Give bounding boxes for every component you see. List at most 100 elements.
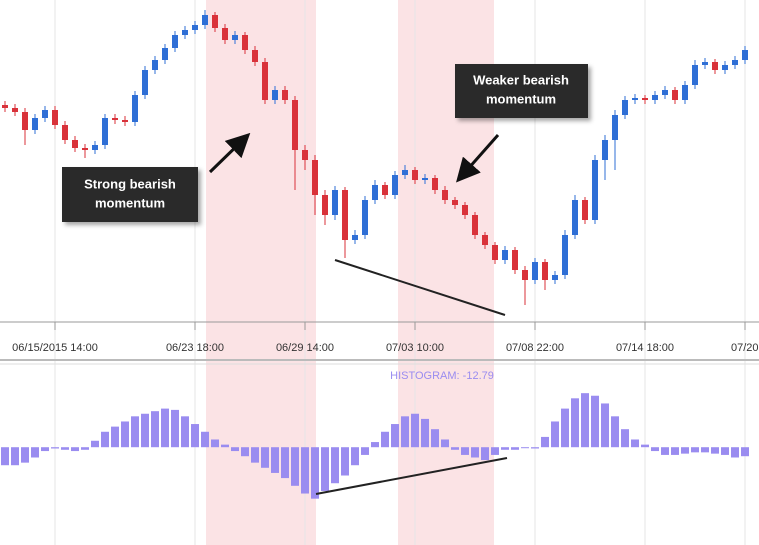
candle-body	[132, 95, 138, 122]
histogram-bar	[211, 439, 219, 448]
candle-body	[572, 200, 578, 235]
histogram-bar	[111, 426, 119, 448]
candle-body	[182, 30, 188, 35]
candle-body	[322, 195, 328, 215]
histogram-bar	[81, 447, 89, 450]
candle-body	[192, 25, 198, 30]
histogram-bar	[91, 440, 99, 448]
histogram-bar	[221, 444, 229, 448]
candle-body	[212, 15, 218, 28]
histogram-bar	[601, 403, 609, 448]
histogram-bar	[471, 447, 479, 458]
histogram-bar	[721, 447, 729, 455]
candle-body	[562, 235, 568, 275]
candle-body	[22, 112, 28, 130]
histogram-bar	[321, 447, 329, 491]
histogram-bar	[391, 424, 399, 448]
x-tick-label: 06/29 14:00	[276, 342, 334, 354]
candle-body	[672, 90, 678, 100]
histogram-bar	[361, 447, 369, 455]
candle-body	[542, 262, 548, 280]
histogram-bar	[401, 416, 409, 448]
candle-body	[242, 35, 248, 50]
histogram-bar	[661, 447, 669, 455]
histogram-bar	[651, 447, 659, 452]
candle-body	[262, 62, 268, 100]
histogram-bar	[701, 447, 709, 453]
histogram-bar	[581, 393, 589, 448]
histogram-bar	[191, 424, 199, 448]
histogram-bar	[11, 447, 19, 466]
candle-body	[602, 140, 608, 160]
candle-body	[662, 90, 668, 95]
background	[206, 0, 494, 545]
candle-body	[152, 60, 158, 70]
histogram-bar	[181, 416, 189, 448]
histogram-bar	[671, 447, 679, 455]
candle-body	[422, 178, 428, 180]
annotation-text: momentum	[486, 91, 556, 106]
annotation-text: momentum	[95, 195, 165, 210]
histogram-bar	[231, 447, 239, 452]
candle-body	[52, 110, 58, 125]
histogram-bar	[1, 447, 9, 466]
candle-body	[582, 200, 588, 220]
candle-body	[432, 178, 438, 190]
candle-body	[232, 35, 238, 40]
candle-body	[102, 118, 108, 145]
candle-body	[472, 215, 478, 235]
histogram-bar	[531, 447, 539, 449]
candle-body	[402, 170, 408, 175]
candle-body	[722, 65, 728, 70]
x-tick-label: 07/03 10:00	[386, 342, 444, 354]
histogram-bar	[541, 436, 549, 448]
histogram-bar	[431, 429, 439, 448]
marks: 06/15/2015 14:00 06/23 18:00 06/29 14:00 07…	[1, 10, 759, 499]
candle-body	[342, 190, 348, 240]
histogram-bar	[131, 416, 139, 448]
histogram-bar	[631, 439, 639, 448]
annotation-text: Strong bearish	[84, 176, 176, 191]
histogram-bar	[451, 447, 459, 450]
x-tick-label: 06/15/2015 14:00	[12, 342, 98, 354]
histogram-bar	[41, 447, 49, 452]
candle-body	[532, 262, 538, 280]
histogram-bar	[511, 447, 519, 450]
histogram-bar	[291, 447, 299, 486]
histogram-bar	[281, 447, 289, 479]
histogram-bar	[611, 416, 619, 448]
candle-body	[502, 250, 508, 260]
candle-body	[352, 235, 358, 240]
histogram-bar	[71, 447, 79, 452]
histogram-bar	[571, 398, 579, 448]
candle-body	[72, 140, 78, 148]
candle-body	[642, 98, 648, 100]
arrow	[456, 134, 500, 183]
candle-body	[2, 105, 8, 108]
histogram-bar	[331, 447, 339, 484]
candle-body	[742, 50, 748, 60]
candle-body	[492, 245, 498, 260]
histogram-bar	[521, 447, 529, 449]
annotation-box	[455, 64, 588, 118]
candle-body	[82, 148, 88, 150]
candle-body	[122, 120, 128, 122]
histogram-bar	[621, 429, 629, 448]
candle-body	[732, 60, 738, 65]
candle-body	[702, 62, 708, 65]
candle-body	[482, 235, 488, 245]
histogram-bar	[311, 447, 319, 499]
x-tick-label: 06/23 18:00	[166, 342, 224, 354]
candle-body	[112, 118, 118, 120]
histogram-bar	[301, 447, 309, 494]
candle-body	[452, 200, 458, 205]
candle-body	[682, 85, 688, 100]
histogram-bar	[551, 421, 559, 448]
histogram-bar	[371, 442, 379, 448]
histogram-bar	[261, 447, 269, 468]
histogram-bar	[171, 409, 179, 448]
histogram-bar	[141, 413, 149, 448]
x-tick-label: 07/08 22:00	[506, 342, 564, 354]
candle-body	[252, 50, 258, 62]
candle-body	[632, 98, 638, 100]
